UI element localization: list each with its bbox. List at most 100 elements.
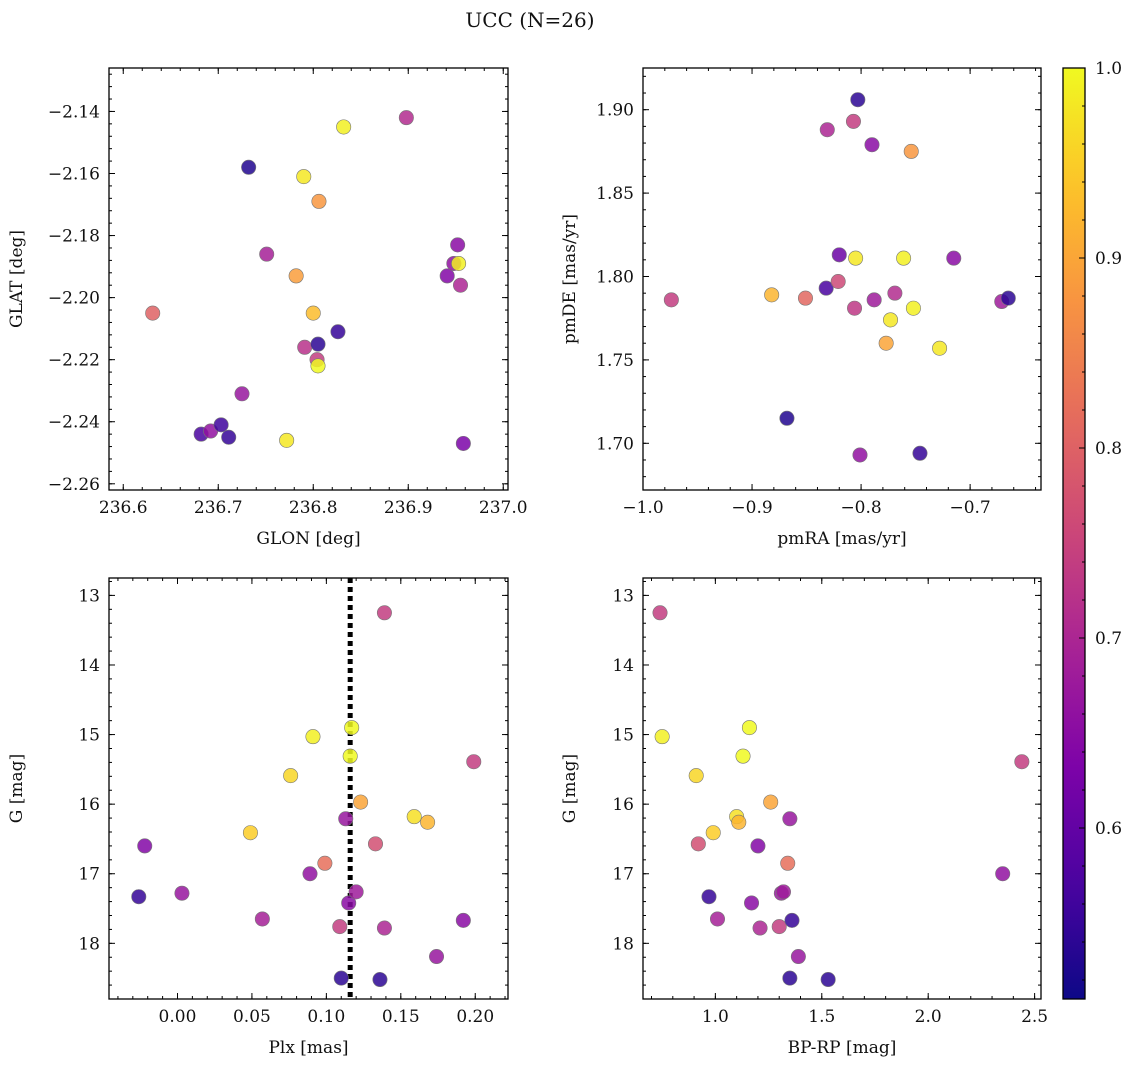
data-point <box>771 919 787 935</box>
data-point <box>750 838 766 854</box>
data-point <box>137 838 153 854</box>
data-point <box>782 970 798 986</box>
data-point <box>305 729 321 745</box>
x-tick-label: 2.0 <box>915 1007 942 1027</box>
data-point <box>820 972 836 988</box>
data-point <box>302 866 318 882</box>
data-point <box>903 143 919 159</box>
data-point <box>455 435 471 451</box>
data-point <box>850 92 866 108</box>
data-point <box>705 825 721 841</box>
panel-pmra-pmde: −1.0 −0.9 −0.8 −0.7 1.70 1.75 1.80 1.85 1.90 pmRA… <box>560 67 1042 549</box>
data-point <box>995 866 1011 882</box>
data-point <box>367 836 383 852</box>
x-tick-label: −1.0 <box>622 498 663 518</box>
data-point <box>818 280 834 296</box>
x-axis-label: Plx [mas] <box>268 1038 348 1058</box>
data-point <box>878 335 894 351</box>
data-point <box>450 237 466 253</box>
plot-frame <box>108 577 509 1000</box>
data-point <box>336 119 352 135</box>
y-tick-label: 18 <box>78 934 100 954</box>
data-point <box>451 255 467 271</box>
data-point <box>654 729 670 745</box>
data-point <box>310 358 326 374</box>
data-point <box>145 305 161 321</box>
data-point <box>131 889 147 905</box>
data-point <box>242 825 258 841</box>
data-point <box>847 300 863 316</box>
data-point <box>775 884 791 900</box>
y-tick-label: 16 <box>612 795 634 815</box>
x-tick-label: 236.9 <box>384 498 433 518</box>
y-tick-label: −2.20 <box>48 289 100 309</box>
data-point <box>763 794 779 810</box>
data-point <box>688 768 704 784</box>
data-point <box>690 836 706 852</box>
x-tick-label: −0.7 <box>949 498 990 518</box>
data-point <box>663 292 679 308</box>
x-tick-label: 0.10 <box>307 1007 345 1027</box>
data-point <box>297 339 313 355</box>
y-axis-label: pmDE [mas/yr] <box>560 214 580 344</box>
panel-bprp-g: 1.0 1.5 2.0 2.5 13 14 15 16 17 18 BP-RP [mag] G [ma… <box>560 577 1048 1058</box>
y-tick-label: 14 <box>612 656 634 676</box>
data-point <box>744 895 760 911</box>
data-point <box>288 268 304 284</box>
data-point <box>376 920 392 936</box>
x-axis-label: pmRA [mas/yr] <box>777 529 906 549</box>
data-point <box>452 277 468 293</box>
y-tick-label: 1.80 <box>596 267 634 287</box>
data-point <box>332 919 348 935</box>
y-tick-label: 13 <box>612 586 634 606</box>
panel-plx-g: 0.00 0.05 0.10 0.15 0.20 13 14 15 16 17 18 Plx [mas… <box>7 577 509 1058</box>
y-axis-label: GLAT [deg] <box>7 230 27 328</box>
x-tick-label: 0.00 <box>159 1007 197 1027</box>
data-point <box>797 290 813 306</box>
data-point <box>784 912 800 928</box>
data-point <box>782 811 798 827</box>
data-point <box>848 250 864 266</box>
data-point <box>905 300 921 316</box>
data-point <box>752 920 768 936</box>
data-point <box>429 949 445 965</box>
plot-frame <box>642 577 1042 1000</box>
data-point <box>283 768 299 784</box>
x-tick-label: 236.6 <box>99 498 148 518</box>
data-point <box>819 122 835 138</box>
y-tick-label: 1.90 <box>596 101 634 121</box>
x-axis-label: BP-RP [mag] <box>788 1038 897 1058</box>
data-point <box>735 748 751 764</box>
data-point <box>852 447 868 463</box>
panel-glon-glat: 236.6 236.7 236.8 236.9 237.0 −2.26 −2.24 −2.22… <box>7 67 528 549</box>
y-tick-label: 13 <box>78 586 100 606</box>
y-axis-label: G [mag] <box>560 754 580 823</box>
data-point <box>831 247 847 263</box>
x-tick-label: −0.9 <box>731 498 772 518</box>
colorbar-tick-label: 0.6 <box>1095 819 1122 839</box>
data-point <box>376 605 392 621</box>
data-point <box>317 855 333 871</box>
x-tick-label: 2.5 <box>1021 1007 1048 1027</box>
data-point <box>420 814 436 830</box>
data-point <box>342 748 358 764</box>
data-point <box>259 246 275 262</box>
data-point <box>887 285 903 301</box>
data-point <box>701 889 717 905</box>
y-axis-label: G [mag] <box>7 754 27 823</box>
x-tick-label: 237.0 <box>479 498 528 518</box>
data-point <box>883 312 899 328</box>
y-tick-label: 15 <box>612 726 634 746</box>
x-tick-label: 1.0 <box>702 1007 729 1027</box>
x-tick-label: 0.05 <box>233 1007 271 1027</box>
data-point <box>406 809 422 825</box>
data-point <box>652 605 668 621</box>
data-point <box>864 137 880 153</box>
data-point <box>348 884 364 900</box>
data-point <box>341 895 357 911</box>
data-point <box>213 417 229 433</box>
data-point <box>946 250 962 266</box>
data-point <box>398 110 414 126</box>
data-point <box>333 970 349 986</box>
